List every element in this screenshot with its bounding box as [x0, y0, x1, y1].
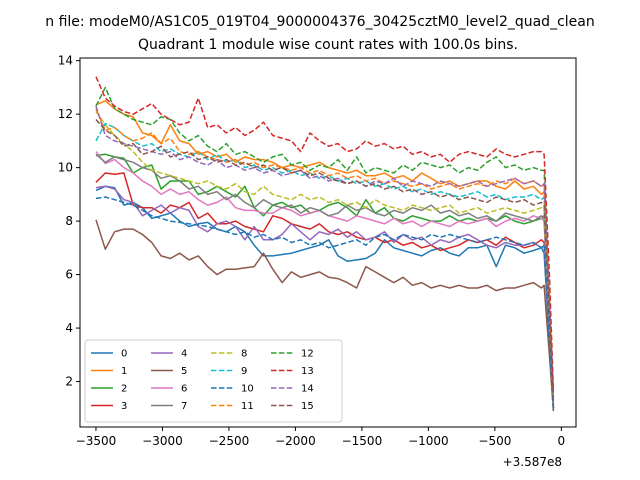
legend-label: 1: [121, 366, 127, 377]
series-line-3: [95, 172, 555, 406]
x-tick-label: −2000: [275, 434, 316, 448]
series-lines: [95, 76, 555, 412]
legend-label: 2: [121, 384, 127, 395]
legend-entry-2: 2: [91, 384, 127, 395]
legend-box: [84, 339, 343, 423]
legend-label: 3: [121, 401, 127, 412]
y-tick: 4: [65, 321, 80, 335]
series-line-7: [95, 153, 555, 406]
legend-label: 9: [241, 366, 247, 377]
legend-label: 7: [181, 401, 187, 412]
y-tick: 2: [65, 375, 80, 389]
y-tick-label: 12: [58, 107, 73, 121]
y-tick: 6: [65, 268, 80, 282]
legend-entry-5: 5: [151, 366, 187, 377]
x-axis-ticks: −3500 −3000 −2500 −2000 −1500 −1000 −500 0: [76, 427, 566, 448]
y-tick-label: 4: [65, 321, 73, 335]
series-line-15: [95, 119, 555, 401]
legend-entry-0: 0: [91, 349, 127, 360]
series-line-5: [95, 219, 555, 412]
legend-label: 10: [241, 384, 254, 395]
legend-entry-10: 10: [211, 384, 254, 395]
y-tick: 14: [58, 54, 80, 68]
legend-entry-14: 14: [271, 384, 314, 395]
x-tick-label: −3000: [142, 434, 183, 448]
legend-entry-4: 4: [151, 349, 187, 360]
x-tick: −500: [478, 427, 511, 448]
x-tick: −2500: [209, 427, 250, 448]
series-line-0: [95, 185, 555, 412]
legend-label: 12: [301, 349, 314, 360]
legend-entry-13: 13: [271, 366, 314, 377]
legend-label: 11: [241, 401, 254, 412]
series-line-9: [95, 122, 555, 403]
x-tick: −1500: [342, 427, 383, 448]
legend-label: 8: [241, 349, 247, 360]
window-title: n file: modeM0/AS1C05_019T04_9000004376_…: [45, 14, 594, 30]
x-offset-label: +3.587e8: [503, 455, 562, 469]
y-tick-label: 8: [65, 214, 73, 228]
legend-entry-6: 6: [151, 384, 187, 395]
x-tick-label: 0: [558, 434, 566, 448]
legend-entry-8: 8: [211, 349, 247, 360]
y-tick-label: 6: [65, 268, 73, 282]
series-line-4: [95, 185, 555, 409]
series-line-11: [95, 108, 555, 398]
axes-frame: [79, 57, 577, 428]
y-tick: 8: [65, 214, 80, 228]
series-line-12: [95, 86, 555, 395]
series-line-10: [95, 196, 555, 409]
legend-entry-15: 15: [271, 401, 314, 412]
legend-entry-7: 7: [151, 401, 187, 412]
series-line-8: [95, 111, 555, 403]
y-tick: 10: [58, 161, 80, 175]
legend-label: 6: [181, 384, 187, 395]
x-tick: −3500: [76, 427, 117, 448]
legend-label: 4: [181, 349, 187, 360]
x-tick: −2000: [275, 427, 316, 448]
y-tick-label: 10: [58, 161, 73, 175]
legend-entry-12: 12: [271, 349, 314, 360]
series-line-13: [95, 76, 555, 390]
x-tick-label: −500: [478, 434, 511, 448]
y-tick: 12: [58, 107, 80, 121]
x-tick: −1000: [408, 427, 449, 448]
y-tick-label: 14: [58, 54, 73, 68]
legend-entry-1: 1: [91, 366, 127, 377]
legend-entry-9: 9: [211, 366, 247, 377]
legend-label: 15: [301, 401, 314, 412]
x-tick-label: −3500: [76, 434, 117, 448]
x-tick-label: −1000: [408, 434, 449, 448]
x-tick: −3000: [142, 427, 183, 448]
legend-label: 5: [181, 366, 187, 377]
x-tick-label: −1500: [342, 434, 383, 448]
chart-title: Quadrant 1 module wise count rates with …: [138, 37, 518, 53]
x-tick-label: −2500: [209, 434, 250, 448]
series-line-14: [95, 105, 555, 395]
y-axis-ticks: 2 4 6 8 10 12 14: [58, 54, 80, 389]
series-line-2: [95, 153, 555, 409]
x-tick: 0: [558, 427, 566, 448]
legend-label: 14: [301, 384, 314, 395]
y-tick-label: 2: [65, 375, 73, 389]
legend-label: 0: [121, 349, 127, 360]
legend-entry-11: 11: [211, 401, 254, 412]
legend-label: 13: [301, 366, 314, 377]
legend-entry-3: 3: [91, 401, 127, 412]
series-line-6: [95, 151, 555, 409]
